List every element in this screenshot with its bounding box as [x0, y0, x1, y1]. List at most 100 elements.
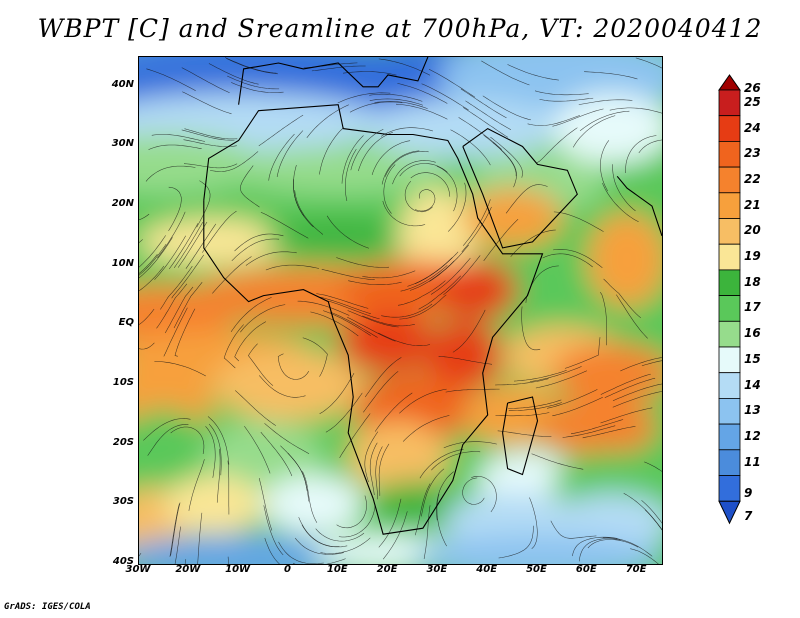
streamline [163, 307, 188, 357]
streamline [587, 539, 639, 549]
streamline [170, 426, 205, 455]
colorbar-label: 20 [744, 223, 761, 238]
streamline [174, 526, 181, 564]
streamline [410, 172, 451, 197]
streamline [139, 342, 155, 350]
streamline [641, 500, 662, 524]
streamline [240, 304, 286, 333]
streamline [148, 144, 202, 150]
streamline [293, 165, 305, 217]
streamline [212, 256, 252, 294]
streamline [418, 275, 461, 310]
colorbar-swatch [718, 218, 741, 245]
streamline [151, 134, 206, 142]
streamline [495, 412, 550, 417]
streamline [181, 129, 235, 141]
streamline [392, 160, 436, 185]
streamline [260, 431, 293, 477]
streamline [378, 332, 431, 346]
colorbar-label: 16 [744, 326, 761, 341]
streamline [235, 390, 277, 426]
streamline [562, 425, 616, 438]
colorbar-max-arrow [718, 74, 741, 91]
streamline [421, 83, 469, 111]
streamline [264, 423, 310, 454]
streamline [531, 453, 584, 470]
colorbar-label: 21 [744, 197, 761, 212]
streamline [230, 297, 272, 332]
streamline [319, 372, 355, 415]
streamline [294, 537, 344, 555]
colorbar-label: 12 [744, 428, 761, 443]
streamline [231, 238, 280, 261]
streamline [139, 213, 150, 221]
streamline [443, 441, 497, 449]
streamline [458, 117, 502, 150]
streamline [363, 371, 399, 413]
streamline [600, 140, 610, 192]
streamline [582, 426, 636, 439]
colorbar-label: 11 [744, 454, 761, 469]
streamline [168, 186, 182, 232]
streamline [550, 520, 597, 539]
streamline [462, 477, 485, 505]
streamline [428, 68, 476, 98]
streamline [216, 448, 221, 503]
streamline [641, 360, 662, 367]
streamline [341, 135, 364, 184]
colorbar-swatch [718, 346, 741, 374]
streamline [139, 265, 165, 292]
streamline [329, 311, 378, 338]
streamline [397, 83, 448, 104]
lat-tick-label: 10S [112, 377, 134, 389]
streamline [265, 264, 320, 271]
streamline [536, 127, 578, 164]
streamline [378, 498, 402, 548]
streamline [481, 60, 530, 86]
streamline [347, 316, 396, 342]
streamline [177, 221, 208, 268]
streamline [423, 505, 431, 559]
streamline [429, 244, 469, 282]
streamline [381, 150, 420, 185]
streamline [173, 282, 203, 329]
streamline [461, 206, 492, 253]
streamline [414, 251, 459, 285]
streamline [602, 537, 653, 557]
colorbar-swatch [718, 397, 741, 425]
streamline [644, 461, 662, 472]
streamline [402, 415, 450, 442]
streamline [630, 548, 659, 564]
streamline [374, 101, 428, 109]
streamline [510, 229, 556, 257]
streamline [258, 114, 304, 147]
streamline [638, 139, 662, 154]
streamline [227, 75, 280, 90]
streamline [546, 389, 598, 409]
streamline [277, 353, 310, 380]
streamline [645, 509, 662, 531]
streamline [603, 278, 641, 319]
streamline [339, 413, 371, 459]
streamline [404, 181, 433, 213]
streamline [362, 270, 416, 279]
streamline [205, 426, 216, 478]
streamline [184, 128, 238, 140]
streamline [539, 97, 594, 102]
lon-tick-label: 0 [283, 564, 291, 575]
streamline [414, 483, 431, 536]
streamline [315, 528, 365, 542]
streamline [306, 104, 349, 138]
streamline [542, 253, 593, 268]
streamline [452, 309, 486, 353]
colorbar-label: 22 [744, 171, 761, 186]
streamline [364, 431, 379, 483]
streamline [210, 151, 259, 172]
lon-tick-label: 30W [125, 564, 151, 575]
streamline [170, 502, 181, 556]
streamline [263, 505, 284, 556]
streamline [602, 182, 639, 222]
streamline [462, 107, 509, 138]
streamline [297, 300, 350, 316]
map-title: WBPT [C] and Sreamline at 700hPa, VT: 20… [37, 14, 763, 43]
